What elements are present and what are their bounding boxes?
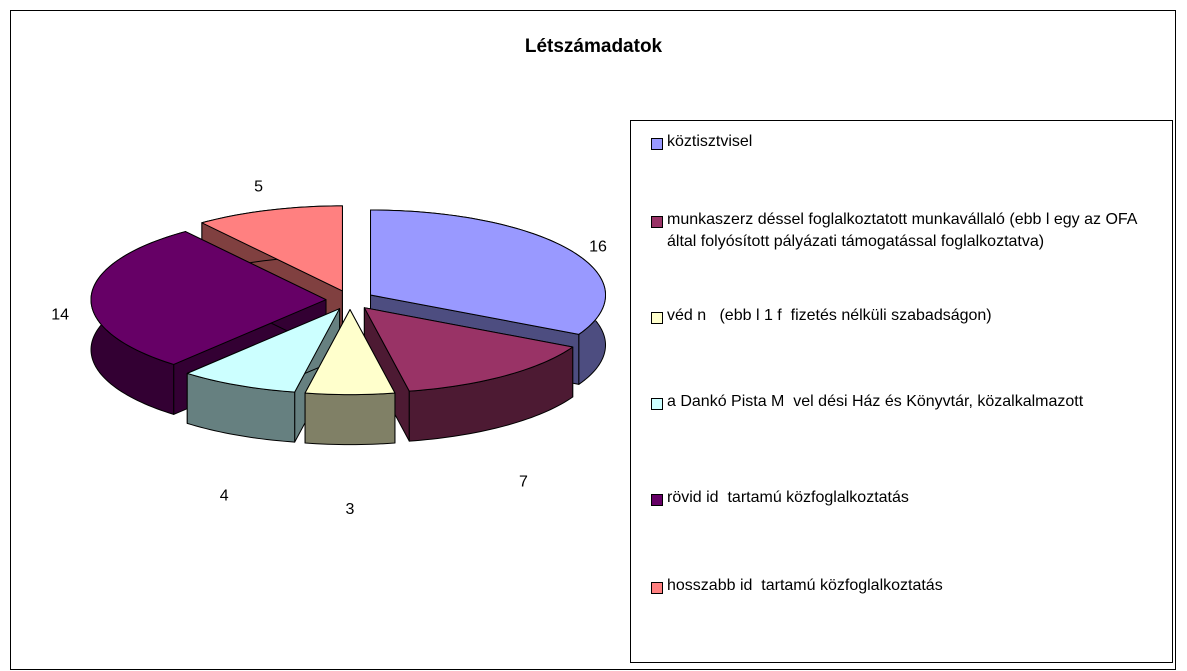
- legend-swatch: [651, 582, 663, 594]
- legend-label: köztisztvisel: [667, 133, 753, 150]
- slice: [304, 309, 396, 396]
- legend-swatch: [651, 216, 663, 228]
- slice: [363, 307, 574, 392]
- legend-label: hosszabb id tartamú közfoglalkoztatás: [667, 577, 943, 594]
- legend-label: véd n (ebb l 1 f fizetés nélküli szabads…: [667, 307, 992, 324]
- data-label: 7: [519, 473, 528, 490]
- slice-side: [304, 392, 396, 446]
- data-label: 14: [51, 307, 69, 324]
- legend-swatch: [651, 138, 663, 150]
- legend-item: rövid id tartamú közfoglalkoztatás: [651, 487, 1161, 509]
- legend-label: a Dankó Pista M vel dési Ház és Könyvtár…: [667, 393, 1084, 410]
- legend-label: rövid id tartamú közfoglalkoztatás: [667, 489, 909, 506]
- legend-item: hosszabb id tartamú közfoglalkoztatás: [651, 575, 1161, 597]
- data-label: 16: [589, 239, 607, 256]
- legend-swatch: [651, 398, 663, 410]
- legend-swatch: [651, 494, 663, 506]
- chart-title: Létszámadatok: [524, 36, 663, 57]
- legend: köztisztvisel munkaszerz déssel foglalkoz…: [630, 120, 1173, 663]
- legend-item: köztisztvisel: [651, 131, 1161, 153]
- legend-label: munkaszerz déssel foglalkoztatott munkav…: [667, 211, 1142, 250]
- legend-item: véd n (ebb l 1 f fizetés nélküli szabads…: [651, 305, 1161, 327]
- chart-frame: [10, 10, 1176, 670]
- slice: [186, 308, 341, 393]
- legend-item: munkaszerz déssel foglalkoztatott munkav…: [651, 209, 1161, 253]
- slice: [201, 205, 343, 292]
- data-label: 3: [346, 501, 355, 518]
- data-label: 5: [254, 178, 263, 195]
- data-label: 4: [220, 487, 229, 504]
- legend-item: a Dankó Pista M vel dési Ház és Könyvtár…: [651, 391, 1161, 413]
- slice: [90, 231, 327, 365]
- legend-swatch: [651, 312, 663, 324]
- slice: [370, 209, 607, 335]
